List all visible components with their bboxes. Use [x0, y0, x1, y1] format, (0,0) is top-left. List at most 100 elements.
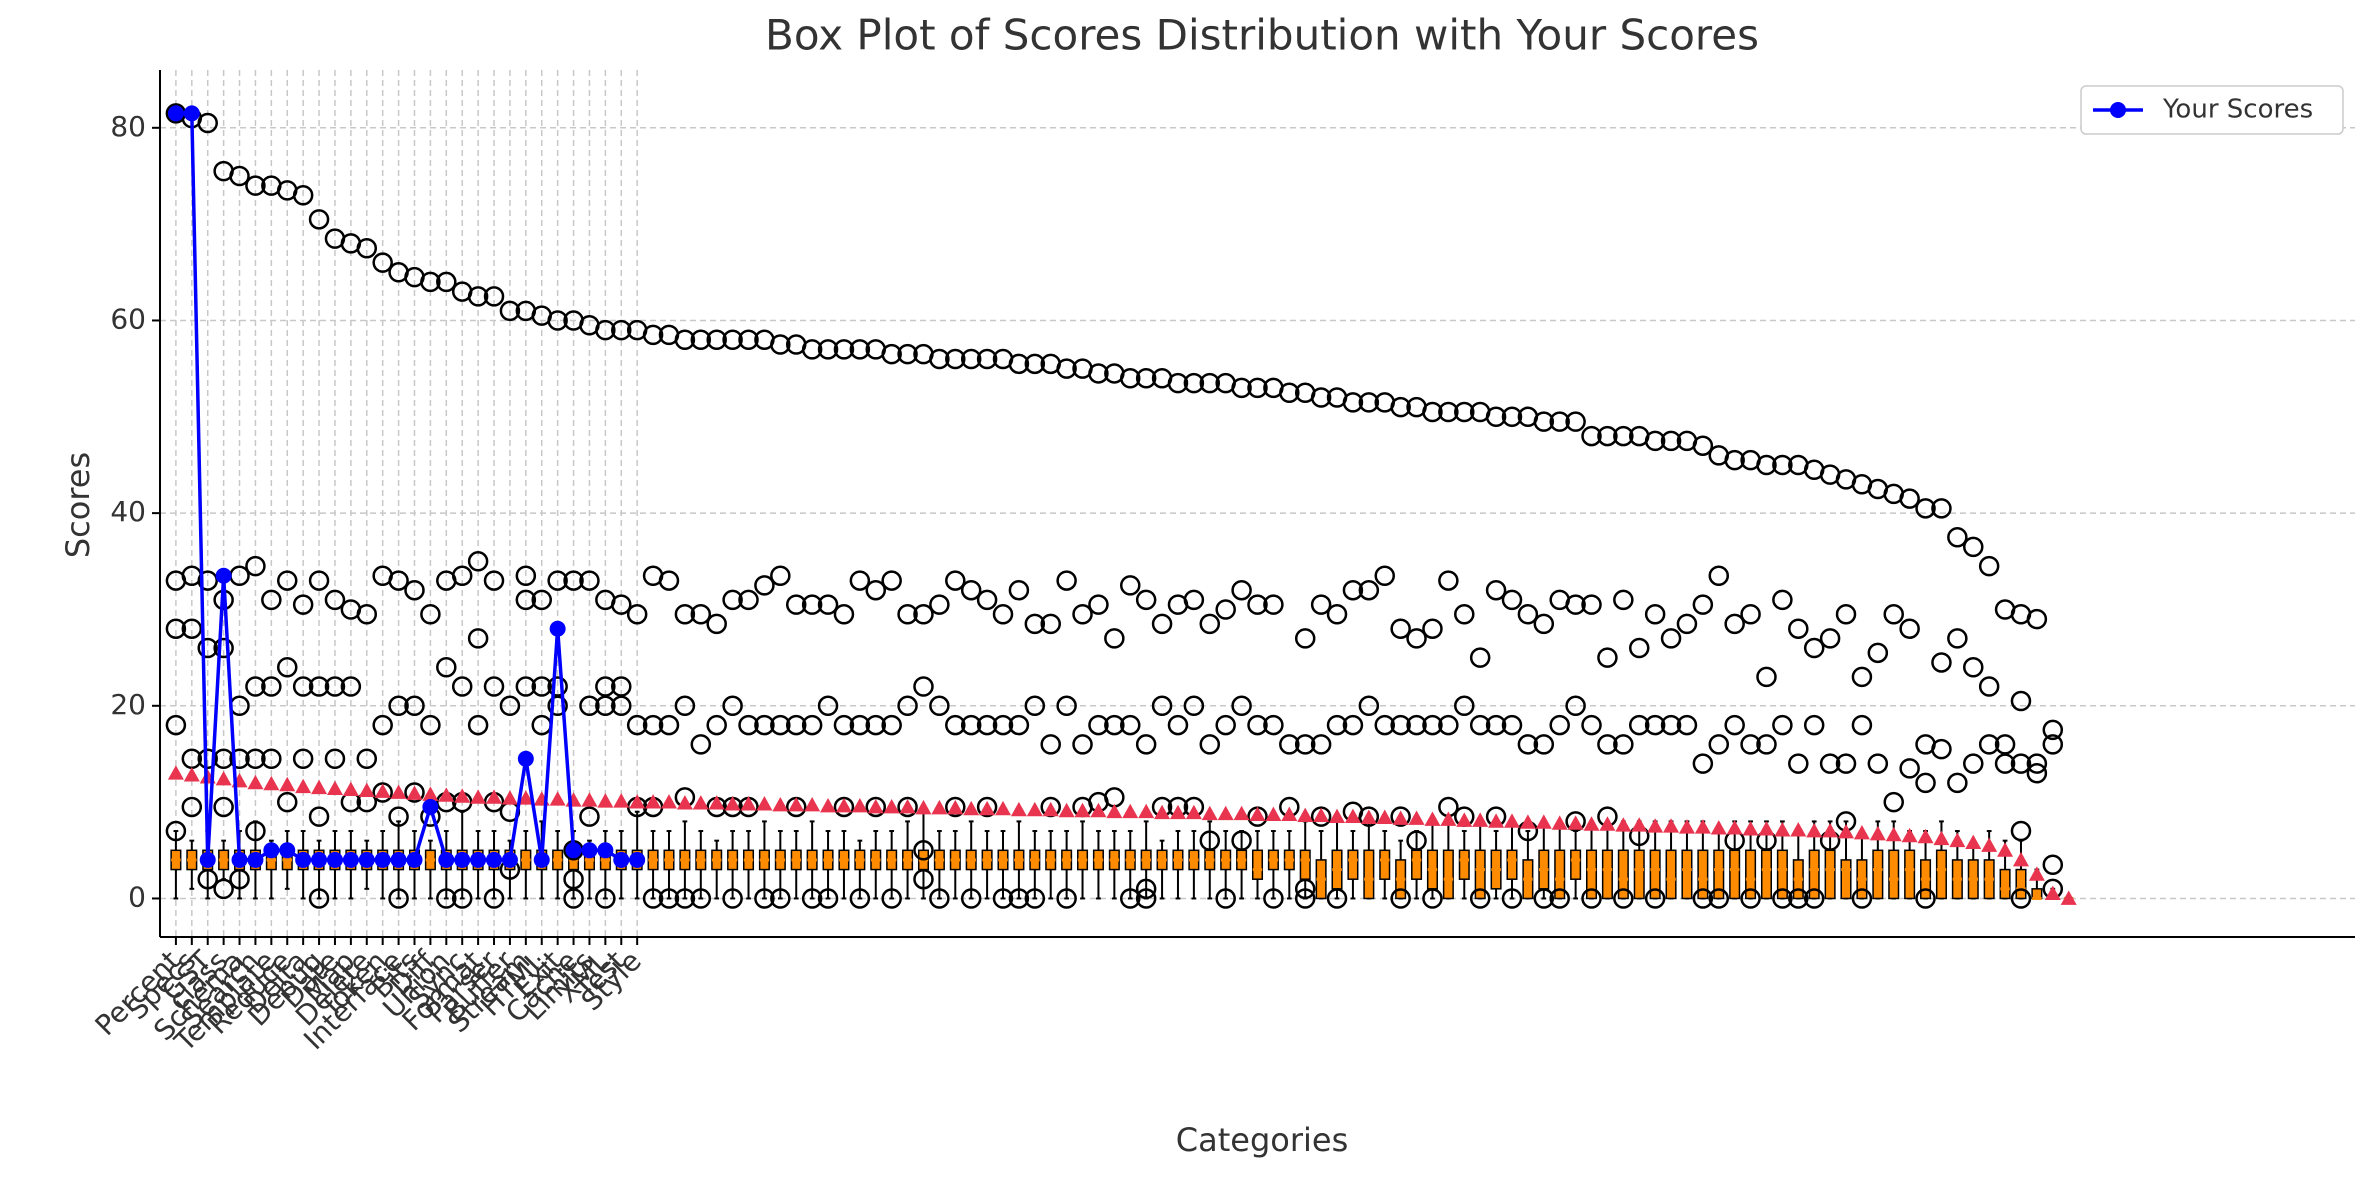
outlier [1358, 392, 1380, 413]
outlier [1501, 406, 1523, 428]
mean-marker [247, 774, 264, 790]
y-tick-label: 60 [110, 302, 146, 335]
outlier [754, 888, 775, 909]
outlier [165, 618, 187, 639]
outlier [1660, 430, 1682, 452]
outlier [197, 112, 218, 134]
outlier [722, 329, 743, 350]
outlier [1915, 888, 1936, 909]
mean-marker [1997, 842, 2014, 857]
outlier [1374, 565, 1395, 586]
outlier [2042, 854, 2064, 875]
outlier [276, 657, 298, 678]
score-point [358, 851, 375, 868]
outlier [817, 594, 839, 615]
outlier [308, 209, 330, 230]
outlier [690, 888, 712, 909]
mean-marker [963, 800, 980, 816]
outlier [1772, 888, 1793, 909]
box [1665, 849, 1677, 900]
outlier [1533, 411, 1555, 432]
outlier [197, 570, 218, 591]
outlier [690, 604, 712, 625]
y-tick-label: 20 [110, 688, 146, 721]
mean-marker [1838, 823, 1855, 839]
box [1729, 849, 1741, 900]
mean-marker [835, 797, 852, 813]
outlier [1358, 579, 1380, 601]
score-point [581, 842, 598, 859]
outlier [849, 888, 871, 909]
box [1601, 849, 1613, 900]
legend-label: Your Scores [2162, 95, 2313, 125]
outlier [388, 695, 409, 717]
outlier [992, 888, 1014, 909]
box [1363, 849, 1375, 900]
outlier [1756, 454, 1777, 476]
outlier [499, 695, 521, 717]
outlier [1644, 714, 1666, 736]
outlier [1151, 613, 1173, 635]
outlier [1803, 714, 1825, 736]
outlier [1851, 888, 1873, 909]
outlier [229, 165, 250, 187]
outlier [849, 570, 871, 591]
mean-marker [613, 793, 630, 808]
outlier [833, 714, 855, 736]
outlier [1342, 714, 1364, 736]
outlier [1533, 734, 1555, 755]
outlier [1199, 372, 1221, 394]
outlier [706, 613, 727, 635]
outlier [1581, 425, 1602, 447]
outlier [1628, 637, 1650, 659]
outlier [1676, 613, 1698, 635]
outlier [1533, 888, 1555, 909]
outlier [181, 796, 203, 818]
outlier [1692, 753, 1714, 774]
mean-marker [374, 783, 391, 798]
outlier [1008, 353, 1030, 375]
mean-marker [342, 781, 359, 797]
score-point [215, 567, 232, 584]
outlier [404, 695, 425, 717]
outlier [563, 868, 584, 890]
outlier [1294, 878, 1316, 900]
outlier [722, 888, 743, 909]
outlier [1310, 387, 1332, 408]
outlier [658, 714, 680, 736]
outlier [451, 676, 473, 697]
outlier [849, 714, 871, 736]
outlier [1501, 888, 1523, 909]
box [1570, 849, 1582, 880]
outlier [1549, 411, 1570, 432]
mean-marker [1185, 804, 1202, 820]
outlier [531, 676, 552, 697]
outlier [690, 329, 712, 350]
mean-marker [1010, 801, 1027, 817]
score-point [231, 851, 248, 868]
outlier [1215, 888, 1236, 909]
outlier [245, 555, 266, 577]
mean-marker [1042, 801, 1059, 817]
outlier [515, 565, 537, 586]
outlier [197, 868, 218, 890]
outlier [404, 782, 425, 803]
outlier [420, 714, 441, 736]
outlier [499, 300, 521, 322]
mean-marker [1424, 811, 1441, 826]
mean-marker [311, 779, 328, 795]
box [1458, 849, 1470, 880]
outlier [1056, 695, 1077, 717]
score-point [199, 851, 216, 868]
outlier [1883, 604, 1904, 625]
outlier [292, 184, 314, 206]
score-point [406, 851, 423, 868]
mean-marker [1249, 806, 1266, 822]
score-point [549, 620, 566, 637]
outlier [1660, 628, 1682, 649]
outlier [1851, 666, 1873, 688]
outlier [945, 796, 966, 818]
box [1411, 849, 1423, 880]
outlier [1803, 888, 1825, 909]
mean-marker [1297, 807, 1314, 823]
